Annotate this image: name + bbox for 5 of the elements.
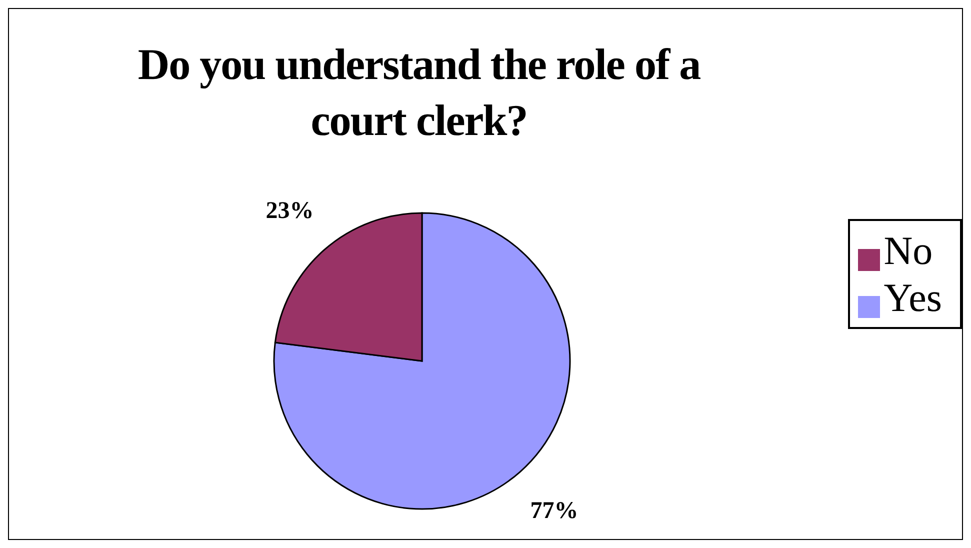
legend-label: No [884,228,933,273]
chart-title: Do you understand the role of a court clerk? [136,39,702,147]
data-label: 77% [530,498,578,524]
legend-label: Yes [884,275,942,320]
data-label: 23% [266,198,314,224]
